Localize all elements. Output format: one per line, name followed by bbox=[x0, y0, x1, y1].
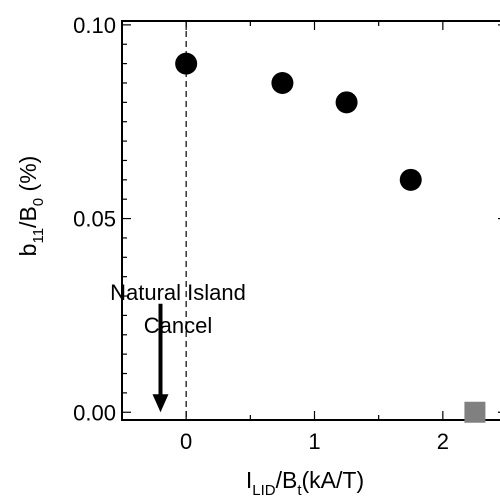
y-axis-title: b11/B0 (%) bbox=[15, 156, 47, 257]
axis-ticks bbox=[121, 21, 500, 420]
data-point-square bbox=[464, 401, 486, 423]
annotation-arrow-head bbox=[152, 394, 169, 413]
plot-border bbox=[121, 20, 500, 421]
data-point-circle bbox=[175, 52, 198, 75]
x-tick-label: 1 bbox=[308, 429, 320, 454]
data-point-circle bbox=[335, 91, 358, 114]
y-tick-label: 0.10 bbox=[73, 13, 116, 38]
x-axis-title: ILID/Bt(kA/T) bbox=[246, 467, 364, 499]
x-tick-label: 2 bbox=[437, 429, 449, 454]
x-tick-label: 0 bbox=[180, 429, 192, 454]
tick-labels: 0 1 2 0.00 0.05 0.10 bbox=[73, 13, 449, 454]
plot-frame bbox=[121, 20, 500, 421]
annotation-line-1: Natural Island bbox=[110, 280, 246, 305]
data-points bbox=[175, 52, 486, 423]
annotation-line-2: Cancel bbox=[144, 313, 212, 338]
annotation: Natural Island Cancel bbox=[110, 280, 246, 413]
data-point-circle bbox=[271, 71, 294, 94]
y-tick-label: 0.00 bbox=[73, 400, 116, 425]
data-point-circle bbox=[399, 168, 422, 191]
y-tick-label: 0.05 bbox=[73, 207, 116, 232]
